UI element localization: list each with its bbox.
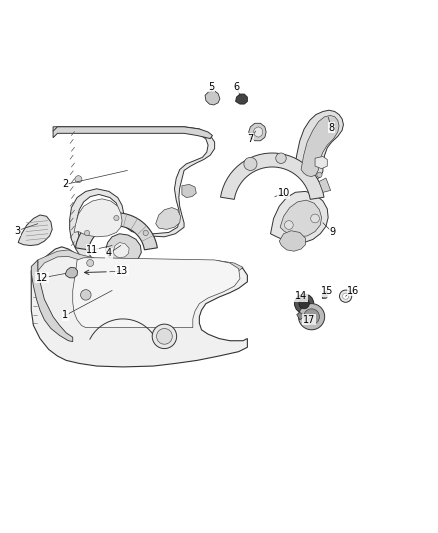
Text: 11: 11 [86,245,99,255]
Polygon shape [65,268,78,278]
Text: 12: 12 [36,273,48,283]
Circle shape [81,289,91,300]
Circle shape [285,221,293,229]
Polygon shape [301,116,339,176]
Polygon shape [294,110,343,180]
Text: 1: 1 [62,310,68,320]
Polygon shape [315,157,327,169]
Polygon shape [297,312,303,320]
Polygon shape [75,213,157,250]
Text: 10: 10 [278,188,290,198]
Polygon shape [253,127,263,138]
Polygon shape [271,191,328,243]
Polygon shape [280,200,321,237]
Circle shape [299,298,309,309]
Text: 13: 13 [116,266,128,276]
Circle shape [322,294,327,299]
Polygon shape [31,247,247,367]
Polygon shape [220,153,324,199]
Text: 7: 7 [247,134,254,143]
Polygon shape [53,127,215,266]
Circle shape [317,172,322,177]
Polygon shape [74,199,122,237]
Circle shape [304,309,319,325]
Polygon shape [18,215,52,246]
Circle shape [294,294,314,313]
Circle shape [311,214,319,223]
Polygon shape [279,231,305,251]
Circle shape [152,324,177,349]
Circle shape [143,230,148,236]
Text: 3: 3 [14,225,20,236]
Polygon shape [319,178,331,192]
Polygon shape [73,258,240,328]
Circle shape [85,230,90,236]
Text: 15: 15 [321,286,333,296]
Text: 5: 5 [208,82,214,92]
Circle shape [343,293,349,299]
Text: 17: 17 [303,315,315,325]
Text: 16: 16 [347,286,360,295]
Circle shape [87,260,94,266]
Circle shape [244,157,257,171]
Polygon shape [106,234,141,264]
Text: 4: 4 [106,248,112,259]
Text: 6: 6 [233,83,240,93]
Text: 2: 2 [62,180,68,189]
Circle shape [156,328,172,344]
Polygon shape [236,94,247,104]
Polygon shape [113,243,129,258]
Circle shape [298,304,325,330]
Text: 8: 8 [328,123,335,133]
Text: 14: 14 [295,291,307,301]
Text: 9: 9 [329,228,336,237]
Polygon shape [249,123,266,141]
Polygon shape [182,184,196,198]
Circle shape [75,176,82,183]
Polygon shape [205,91,220,105]
Polygon shape [38,250,243,271]
Circle shape [339,290,352,302]
Polygon shape [31,260,73,342]
Polygon shape [155,207,180,229]
Circle shape [114,215,119,221]
Polygon shape [53,127,212,139]
Circle shape [276,153,286,164]
